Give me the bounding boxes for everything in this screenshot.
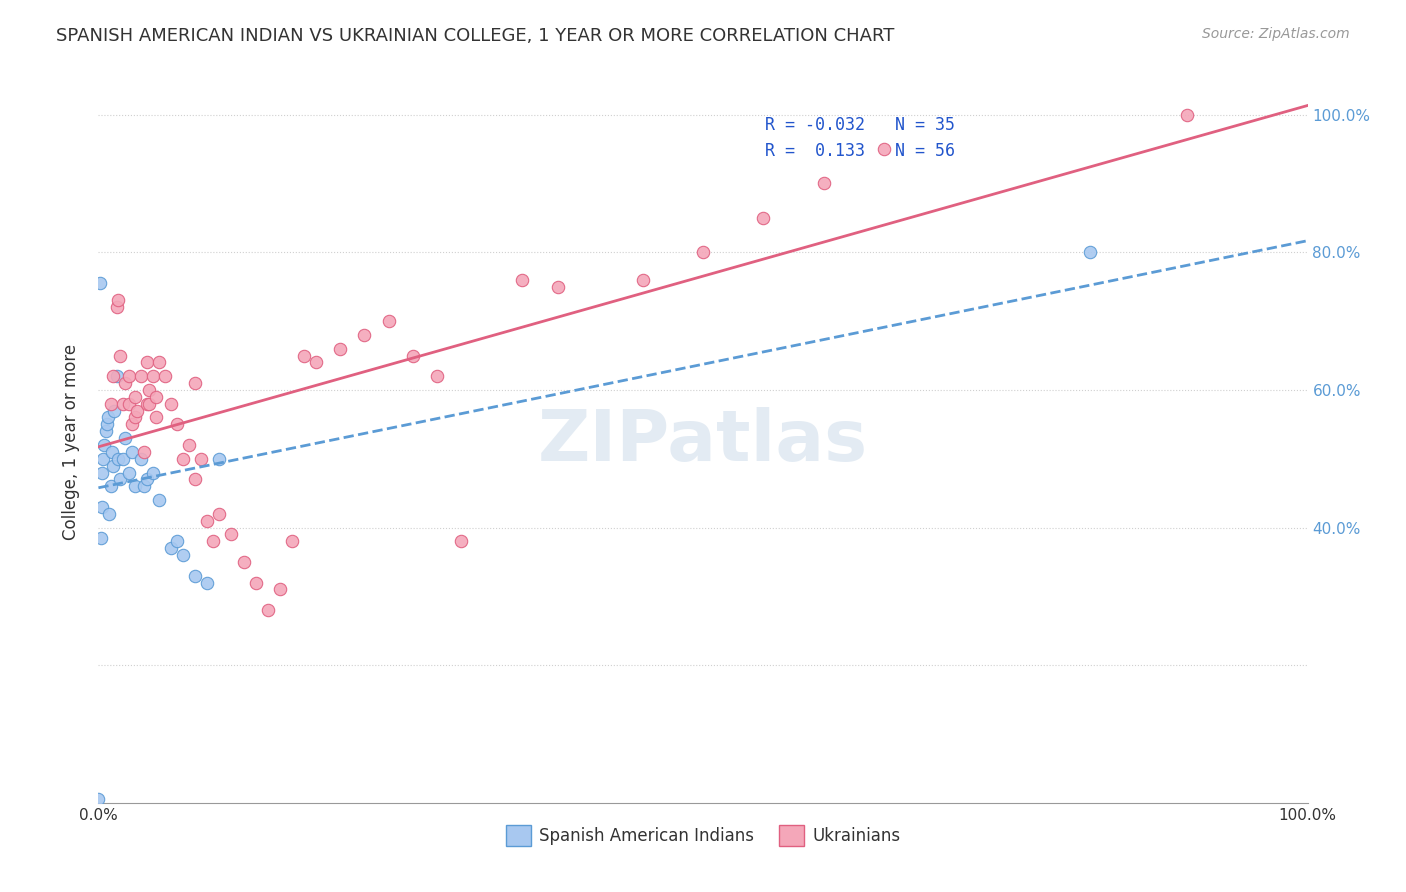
Text: R =  0.133   N = 56: R = 0.133 N = 56 bbox=[765, 142, 955, 160]
Point bbox=[160, 541, 183, 556]
Point bbox=[90, 531, 112, 545]
Point bbox=[108, 472, 131, 486]
Text: R = -0.032   N = 35: R = -0.032 N = 35 bbox=[765, 116, 955, 134]
Point bbox=[402, 349, 425, 363]
Point bbox=[134, 445, 156, 459]
Point bbox=[121, 445, 143, 459]
Point bbox=[94, 424, 117, 438]
Point bbox=[91, 451, 114, 466]
Point bbox=[135, 355, 157, 369]
Point bbox=[195, 575, 218, 590]
Point bbox=[93, 438, 115, 452]
Point bbox=[142, 369, 165, 384]
Point bbox=[134, 479, 156, 493]
Point bbox=[873, 142, 896, 156]
Point bbox=[101, 369, 124, 384]
Point bbox=[89, 277, 111, 291]
Text: Source: ZipAtlas.com: Source: ZipAtlas.com bbox=[1202, 27, 1350, 41]
Point bbox=[631, 273, 654, 287]
Point bbox=[100, 397, 122, 411]
Point bbox=[135, 397, 157, 411]
Point bbox=[145, 410, 167, 425]
Point bbox=[813, 177, 835, 191]
Point bbox=[145, 390, 167, 404]
Point bbox=[100, 445, 122, 459]
Point bbox=[138, 383, 160, 397]
Point bbox=[752, 211, 775, 225]
Point bbox=[450, 534, 472, 549]
Point bbox=[184, 568, 207, 582]
Point bbox=[91, 500, 114, 514]
Point bbox=[127, 403, 149, 417]
Point bbox=[96, 417, 118, 432]
Point bbox=[105, 369, 128, 384]
Point bbox=[124, 410, 146, 425]
Point bbox=[329, 342, 352, 356]
Point bbox=[153, 369, 176, 384]
Point bbox=[269, 582, 291, 597]
Point bbox=[160, 397, 183, 411]
Point bbox=[129, 369, 152, 384]
Point bbox=[114, 376, 136, 390]
Point bbox=[190, 451, 212, 466]
Text: ZIPatlas: ZIPatlas bbox=[538, 407, 868, 476]
Point bbox=[510, 273, 533, 287]
Point bbox=[353, 327, 375, 342]
Point bbox=[184, 376, 207, 390]
Y-axis label: College, 1 year or more: College, 1 year or more bbox=[62, 343, 80, 540]
Point bbox=[305, 355, 328, 369]
Point bbox=[281, 534, 304, 549]
Point bbox=[118, 466, 141, 480]
Text: SPANISH AMERICAN INDIAN VS UKRAINIAN COLLEGE, 1 YEAR OR MORE CORRELATION CHART: SPANISH AMERICAN INDIAN VS UKRAINIAN COL… bbox=[56, 27, 894, 45]
Point bbox=[148, 493, 170, 508]
Point bbox=[103, 403, 125, 417]
Point bbox=[118, 369, 141, 384]
Point bbox=[105, 301, 128, 315]
Point bbox=[97, 410, 120, 425]
Point bbox=[208, 507, 231, 521]
Point bbox=[692, 245, 714, 260]
Point bbox=[172, 548, 194, 562]
Point bbox=[172, 451, 194, 466]
Point bbox=[138, 397, 160, 411]
Point bbox=[142, 466, 165, 480]
Point bbox=[111, 397, 134, 411]
Point bbox=[547, 279, 569, 293]
Point bbox=[101, 458, 124, 473]
Point bbox=[256, 603, 278, 617]
Point bbox=[166, 534, 188, 549]
Point bbox=[232, 555, 254, 569]
Point bbox=[148, 355, 170, 369]
Point bbox=[208, 451, 231, 466]
Point bbox=[221, 527, 243, 541]
Point bbox=[166, 417, 188, 432]
Point bbox=[245, 575, 267, 590]
Point bbox=[107, 451, 129, 466]
Point bbox=[1078, 245, 1101, 260]
Point bbox=[118, 397, 141, 411]
Point bbox=[184, 472, 207, 486]
Point bbox=[292, 349, 315, 363]
Point bbox=[108, 349, 131, 363]
Point bbox=[98, 507, 121, 521]
Point bbox=[195, 514, 218, 528]
Point bbox=[135, 472, 157, 486]
Point bbox=[114, 431, 136, 445]
Point bbox=[129, 451, 152, 466]
Point bbox=[100, 479, 122, 493]
Point bbox=[111, 451, 134, 466]
Point bbox=[91, 466, 114, 480]
Point bbox=[121, 417, 143, 432]
Legend: Spanish American Indians, Ukrainians: Spanish American Indians, Ukrainians bbox=[499, 819, 907, 852]
Point bbox=[426, 369, 449, 384]
Point bbox=[1175, 108, 1198, 122]
Point bbox=[124, 390, 146, 404]
Point bbox=[179, 438, 201, 452]
Point bbox=[124, 479, 146, 493]
Point bbox=[87, 792, 110, 806]
Point bbox=[377, 314, 399, 328]
Point bbox=[202, 534, 225, 549]
Point bbox=[107, 293, 129, 308]
